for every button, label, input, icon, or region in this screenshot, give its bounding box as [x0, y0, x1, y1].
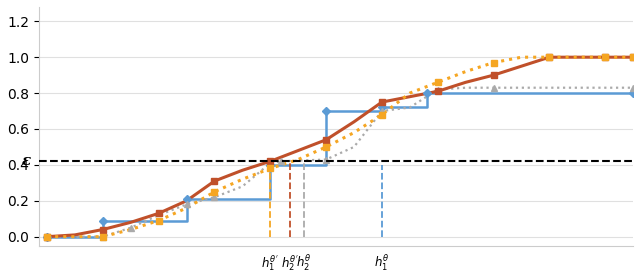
Text: $h_1^{\theta}$: $h_1^{\theta}$	[374, 254, 390, 274]
Text: $h_2^{\theta}$: $h_2^{\theta}$	[296, 254, 312, 274]
Text: $h_1^{\theta^{\prime}}$: $h_1^{\theta^{\prime}}$	[262, 254, 279, 274]
Text: $h_2^{\theta^{\prime}}$: $h_2^{\theta^{\prime}}$	[281, 254, 299, 274]
Text: ε: ε	[22, 154, 31, 168]
